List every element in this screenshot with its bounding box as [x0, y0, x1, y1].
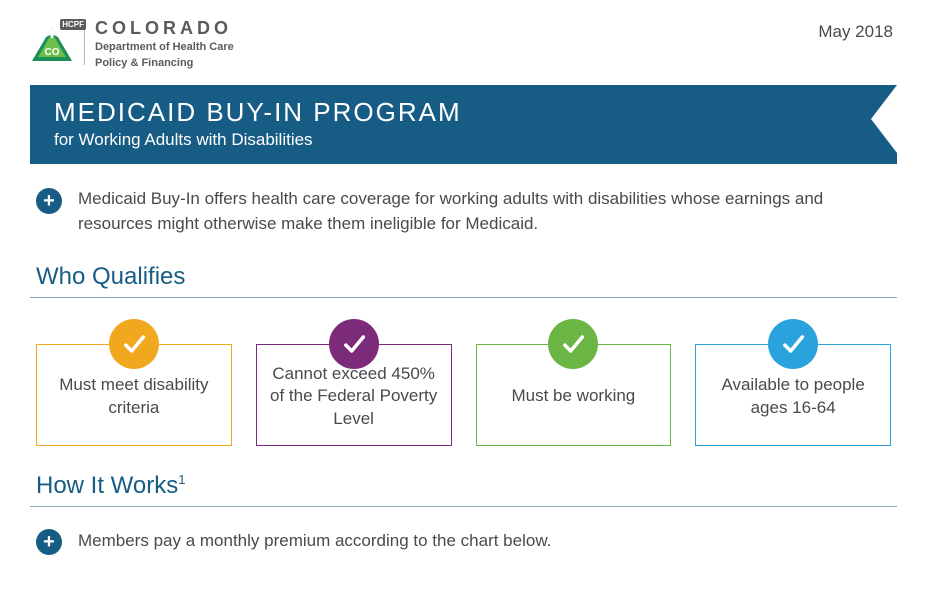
- check-icon: [768, 319, 818, 369]
- state-name: COLORADO: [95, 18, 234, 39]
- hcpf-badge: HCPF: [60, 19, 86, 30]
- plus-icon: +: [36, 529, 62, 555]
- svg-text:CO: CO: [45, 47, 60, 58]
- how-bullet-text: Members pay a monthly premium according …: [78, 531, 551, 551]
- footnote-marker: 1: [178, 472, 185, 487]
- page-title: MEDICAID BUY-IN PROGRAM: [54, 97, 873, 128]
- qualification-text: Cannot exceed 450% of the Federal Povert…: [269, 363, 439, 432]
- intro-text: Medicaid Buy-In offers health care cover…: [78, 186, 838, 237]
- logo-block: CO HCPF COLORADO Department of Health Ca…: [30, 18, 234, 71]
- qualification-card: Cannot exceed 450% of the Federal Povert…: [256, 344, 452, 447]
- qualification-card: Must meet disability criteria: [36, 344, 232, 447]
- who-qualifies-heading: Who Qualifies: [30, 263, 897, 291]
- qualification-text: Must meet disability criteria: [49, 374, 219, 420]
- check-icon: [109, 319, 159, 369]
- qualification-card: Must be working: [476, 344, 672, 447]
- qualification-text: Must be working: [511, 385, 635, 408]
- section-rule: [30, 506, 897, 507]
- dept-line-1: Department of Health Care: [95, 41, 234, 55]
- section-rule: [30, 297, 897, 298]
- check-icon: [329, 319, 379, 369]
- qualification-text: Available to people ages 16-64: [708, 374, 878, 420]
- header: CO HCPF COLORADO Department of Health Ca…: [30, 18, 897, 71]
- title-banner: MEDICAID BUY-IN PROGRAM for Working Adul…: [30, 85, 897, 164]
- intro-row: + Medicaid Buy-In offers health care cov…: [30, 186, 897, 237]
- how-it-works-heading: How It Works1: [30, 472, 897, 500]
- page-subtitle: for Working Adults with Disabilities: [54, 130, 873, 150]
- plus-icon: +: [36, 188, 62, 214]
- how-row: + Members pay a monthly premium accordin…: [30, 527, 897, 555]
- dept-line-2: Policy & Financing: [95, 57, 234, 71]
- how-heading-text: How It Works: [36, 472, 178, 499]
- qualifications-row: Must meet disability criteria Cannot exc…: [30, 344, 897, 447]
- document-date: May 2018: [818, 18, 897, 42]
- colorado-mountain-logo: CO HCPF: [30, 25, 74, 63]
- check-icon: [548, 319, 598, 369]
- brand-text: COLORADO Department of Health Care Polic…: [95, 18, 234, 71]
- qualification-card: Available to people ages 16-64: [695, 344, 891, 447]
